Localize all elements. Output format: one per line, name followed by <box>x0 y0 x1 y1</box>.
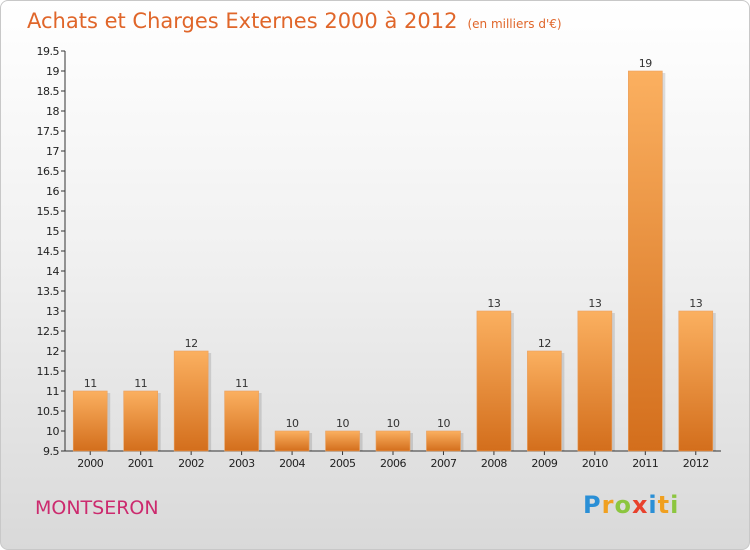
y-tick-label: 17.5 <box>37 125 60 138</box>
y-tick-label: 12 <box>46 345 59 358</box>
logo-letter: i <box>670 491 680 519</box>
bar <box>173 350 209 452</box>
logo-letter: t <box>657 491 671 519</box>
logo-letter: x <box>631 491 649 519</box>
data-label: 13 <box>487 297 500 310</box>
data-label: 13 <box>689 297 702 310</box>
x-tick-label: 2003 <box>229 457 255 470</box>
y-tick-label: 9.5 <box>43 445 59 458</box>
proxiti-logo: Proxiti <box>583 491 679 519</box>
y-tick-label: 13 <box>46 305 59 318</box>
x-tick-label: 2009 <box>531 457 557 470</box>
logo-letter: o <box>614 491 632 519</box>
bar <box>577 310 613 452</box>
y-tick-label: 11.5 <box>37 365 60 378</box>
x-tick-label: 2006 <box>380 457 406 470</box>
x-tick-label: 2011 <box>632 457 658 470</box>
bar <box>375 430 411 452</box>
y-tick-label: 18.5 <box>37 85 60 98</box>
y-tick-label: 11 <box>46 385 59 398</box>
chart-subtitle: (en milliers d'€) <box>467 17 562 31</box>
chart-title-text: Achats et Charges Externes 2000 à 2012 <box>27 9 458 33</box>
data-label: 13 <box>588 297 601 310</box>
y-tick-label: 10.5 <box>37 405 60 418</box>
data-label: 10 <box>286 417 299 430</box>
logo-letter: r <box>601 491 615 519</box>
y-tick-label: 15 <box>46 225 59 238</box>
logo-letter: i <box>648 491 658 519</box>
x-tick-label: 2001 <box>128 457 154 470</box>
chart-title: Achats et Charges Externes 2000 à 2012 (e… <box>27 9 562 33</box>
bar <box>426 430 461 452</box>
y-tick-label: 16.5 <box>37 165 60 178</box>
y-tick-label: 19 <box>46 65 59 78</box>
bar <box>476 310 512 452</box>
bar <box>628 70 663 452</box>
x-tick-label: 2012 <box>683 457 709 470</box>
data-label: 12 <box>538 337 551 350</box>
bar <box>678 310 714 452</box>
data-label: 19 <box>639 57 652 70</box>
x-tick-label: 2002 <box>178 457 204 470</box>
data-label: 11 <box>84 377 97 390</box>
bar <box>224 390 259 452</box>
data-label: 10 <box>437 417 450 430</box>
data-label: 11 <box>235 377 248 390</box>
data-label: 12 <box>185 337 198 350</box>
data-label: 11 <box>134 377 147 390</box>
x-tick-label: 2000 <box>77 457 103 470</box>
bars: 11 11 12 11 10 10 10 10 13 12 13 19 13 <box>72 57 716 452</box>
x-tick-label: 2010 <box>582 457 608 470</box>
y-tick-label: 15.5 <box>37 205 60 218</box>
y-tick-label: 19.5 <box>37 45 60 58</box>
y-tick-label: 18 <box>46 105 59 118</box>
y-tick-label: 10 <box>46 425 59 438</box>
data-label: 10 <box>387 417 400 430</box>
x-tick-label: 2007 <box>430 457 456 470</box>
y-tick-label: 17 <box>46 145 59 158</box>
logo-letter: P <box>583 491 602 519</box>
commune-name: MONTSERON <box>35 497 159 519</box>
bar <box>325 430 360 452</box>
bar <box>72 390 108 452</box>
x-tick-label: 2005 <box>330 457 356 470</box>
y-tick-label: 14.5 <box>37 245 60 258</box>
x-tick-label: 2004 <box>279 457 305 470</box>
bar <box>527 350 562 452</box>
data-label: 10 <box>336 417 349 430</box>
y-tick-label: 12.5 <box>37 325 60 338</box>
axes: 9.5 10 10.5 11 11.5 12 12.5 13 13.5 14 14.5 15 15.5 1… <box>37 45 721 470</box>
bar <box>123 390 158 452</box>
bar <box>274 430 310 452</box>
y-tick-label: 16 <box>46 185 59 198</box>
y-tick-label: 13.5 <box>37 285 60 298</box>
y-tick-label: 14 <box>46 265 59 278</box>
x-tick-label: 2008 <box>481 457 507 470</box>
